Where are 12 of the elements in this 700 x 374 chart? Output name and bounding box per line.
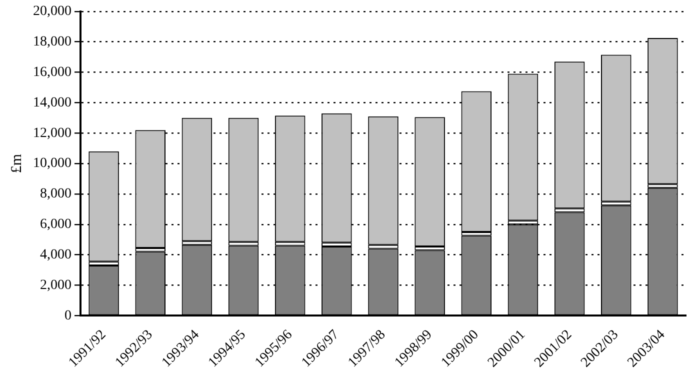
y-tick-label: 16,000: [33, 64, 72, 80]
y-tick-label: 4,000: [40, 247, 72, 262]
y-tick-label: 0: [64, 308, 72, 324]
y-tick-label: 2,000: [40, 278, 72, 293]
y-tick-label: 20,000: [33, 4, 72, 20]
y-tick-label: 14,000: [33, 95, 72, 110]
y-tick-label: 8,000: [40, 186, 72, 202]
y-tick-label: 6,000: [40, 217, 72, 232]
y-tick-label: 10,000: [33, 156, 72, 172]
y-tick-label: 12,000: [33, 126, 72, 141]
y-tick-label: 18,000: [33, 34, 72, 50]
y-axis-title: £m: [8, 154, 25, 174]
